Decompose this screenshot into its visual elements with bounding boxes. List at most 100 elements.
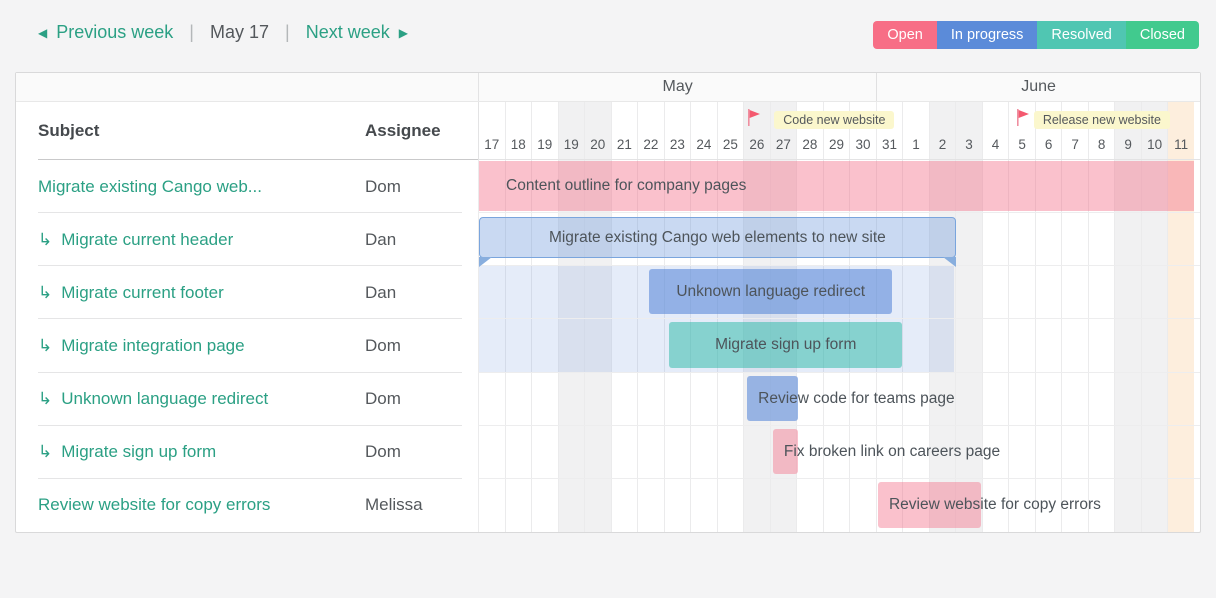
day-header: 17 18 19 19 20 21 22 23 24 25 26 27 28 29 30 31 1 2 3 4 5 6 7 8… [478,102,1200,160]
grid-cell [1061,425,1088,478]
task-bar[interactable]: Unknown language redirect [649,269,893,315]
day-number: 24 [696,137,712,152]
subject-link[interactable]: ↳ Migrate integration page [38,319,245,372]
grid-cell [875,372,903,425]
grid-cell [716,372,744,425]
grid-cell [504,319,532,372]
legend-resolved[interactable]: Resolved [1037,21,1126,49]
grid-cell [610,372,638,425]
grid-cell [981,425,1009,478]
day-number: 28 [802,137,818,152]
task-bar[interactable] [877,481,981,528]
subject-link[interactable]: ↳ Migrate current footer [38,266,224,319]
legend-closed[interactable]: Closed [1125,21,1199,49]
grid-cell [557,319,585,372]
gantt-row: ↳ Migrate sign up form Dom Fix broken link … [16,425,1200,479]
header-row: Subject Assignee 17 18 19 19 20 21 22 23 24 25 26 2… [16,102,1200,160]
grid-cell [822,478,850,532]
task-bar[interactable]: Migrate sign up form [669,322,903,368]
grid-cell [955,425,982,478]
subtask-arrow-icon: ↳ [38,229,53,249]
grid-cell [531,478,558,532]
previous-week-label: Previous week [56,22,174,42]
month-band-spacer [16,73,478,101]
grid-cell [504,160,532,213]
grid-cell [1140,372,1168,425]
day-cell: 30 [849,102,876,159]
grid-cell [1114,319,1141,372]
grid-cell [849,160,876,213]
month-label: June [876,73,1200,101]
grid-cell [1008,160,1035,213]
grid-cell [955,478,982,532]
subject-link[interactable]: ↳ Unknown language redirect [38,373,268,426]
grid-cell [928,266,956,319]
day-number: 19 [537,137,553,152]
task-bar[interactable]: Migrate existing Cango web elements to n… [479,217,956,268]
parent-bar-endcap-right [942,257,956,268]
grid-cell [584,319,611,372]
grid-cell [663,478,691,532]
grid-cell [1140,266,1168,319]
day-number: 27 [775,137,791,152]
task-list-row: ↳ Migrate current footer Dan [16,266,478,320]
grid-cell [716,213,744,266]
grid-cell [584,478,611,532]
row-separator [38,477,462,479]
grid-cell [822,425,850,478]
grid-cell [610,319,638,372]
grid-cell [796,425,823,478]
grid-cell [981,160,1009,213]
task-bar-label: Migrate sign up form [715,335,857,353]
grid-cell [928,213,956,266]
subject-link[interactable]: Review website for copy errors [38,479,270,532]
day-cell: 5 [1008,102,1035,159]
grid-cell [849,478,876,532]
task-bar[interactable]: Content outline for company pages [479,161,1194,212]
grid-cell [663,425,691,478]
grid-cell [716,160,744,213]
legend-in-progress[interactable]: In progress [936,21,1038,49]
grid-cell [1061,213,1088,266]
gantt-row-track: Content outline for company pages [478,160,1200,214]
gantt-row: ↳ Migrate current header Dan Migrate existi… [16,213,1200,268]
grid-cell [1167,160,1194,213]
grid-cell [1087,213,1115,266]
legend-open[interactable]: Open [873,21,937,49]
grid-cell [902,213,929,266]
grid-cell [769,213,797,266]
task-bar[interactable] [747,375,798,421]
grid-cell [1167,266,1194,319]
gantt-track: Unknown language redirect [479,266,1194,319]
grid-cell [981,372,1009,425]
task-table-header: Subject Assignee [16,102,478,160]
task-bar-label: Fix broken link on careers page [783,442,1001,460]
divider: | [285,22,290,42]
day-number: 5 [1018,137,1026,152]
grid-cell [663,213,691,266]
grid-cell [1087,160,1115,213]
subject-text: Migrate integration page [61,335,245,355]
previous-week-button[interactable]: ◀ Previous week [38,22,173,43]
day-number: 26 [749,137,765,152]
subject-link[interactable]: ↳ Migrate sign up form [38,426,216,479]
grid-cell [955,160,982,213]
grid-cell [928,319,956,372]
grid-cell [849,372,876,425]
grid-cell [769,160,797,213]
grid-cell [902,266,929,319]
grid-cell [531,319,558,372]
next-week-button[interactable]: Next week ▶ [306,22,408,43]
assignee-column-header: Assignee [365,121,441,140]
grid-cell [849,213,876,266]
divider: | [189,22,194,42]
subject-link[interactable]: ↳ Migrate current header [38,213,233,266]
gantt-body: Migrate existing Cango web... Dom Content … [16,160,1200,532]
day-cell: 21 [610,102,638,159]
grid-cell [849,425,876,478]
subject-link[interactable]: Migrate existing Cango web... [38,160,262,213]
milestone-flag-icon [747,109,761,126]
grid-cell [637,319,664,372]
task-bar[interactable] [772,428,798,474]
grid-cell [1087,372,1115,425]
